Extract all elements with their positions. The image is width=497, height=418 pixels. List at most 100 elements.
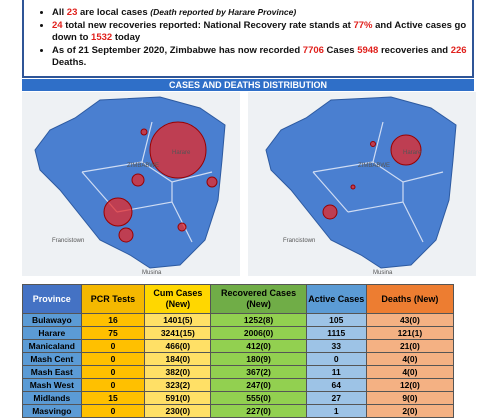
case-bubble [103, 197, 133, 227]
table-cell: 0 [80, 378, 146, 392]
table-cell: 180(9) [210, 352, 307, 366]
table-cell: 555(0) [210, 391, 307, 405]
table-cell: 184(0) [144, 352, 212, 366]
note: (Death reported by Harare Province) [150, 7, 297, 17]
header-cell: Deaths (New) [365, 284, 455, 314]
table-row: Mash East 0 382(0) 367(2) 11 4(0) [22, 365, 455, 379]
table-cell: 247(0) [210, 378, 307, 392]
summary-box: All 23 are local cases (Death reported b… [22, 0, 474, 78]
map: ZIMBABWE Francistown Harare Musina [22, 92, 240, 276]
highlight: 23 [66, 7, 78, 18]
city-label: Musina [142, 270, 162, 276]
table-cell: 367(2) [210, 365, 307, 379]
table-row: Masvingo 0 230(0) 227(0) 1 2(0) [22, 404, 455, 418]
header-cell: PCR Tests [80, 284, 146, 314]
text: are local cases [77, 7, 151, 18]
table-cell: 4(0) [365, 365, 455, 379]
table-cell: 27 [305, 391, 367, 405]
table-cell: Harare [22, 326, 82, 340]
section-banner: CASES AND DEATHS DISTRIBUTION [22, 79, 474, 91]
table-cell: 0 [80, 339, 146, 353]
table-row: Midlands 15 591(0) 555(0) 27 9(0) [22, 391, 455, 405]
header-cell: Province [22, 284, 82, 314]
table-cell: 230(0) [144, 404, 212, 418]
bullet: As of 21 September 2020, Zimbabwe has no… [52, 45, 472, 69]
table-cell: 21(0) [365, 339, 455, 353]
table-cell: 0 [305, 352, 367, 366]
text: recoveries and [378, 45, 451, 56]
country-label: ZIMBABWE [358, 163, 390, 169]
city-label: Francistown [52, 238, 84, 244]
city-label: Musina [373, 270, 393, 276]
highlight: 1532 [91, 32, 113, 43]
table-cell: 11 [305, 365, 367, 379]
text: today [112, 32, 141, 43]
table-cell: Manicaland [22, 339, 82, 353]
table-row: Mash West 0 323(2) 247(0) 64 12(0) [22, 378, 455, 392]
table-cell: 16 [80, 313, 146, 327]
highlight: 5948 [357, 45, 379, 56]
table-cell: Bulawayo [22, 313, 82, 327]
table-cell: 4(0) [365, 352, 455, 366]
city-label: Harare [172, 150, 191, 156]
province-borders [312, 121, 444, 243]
table-cell: 15 [80, 391, 146, 405]
table-cell: 1 [305, 404, 367, 418]
text: As of 21 September 2020, Zimbabwe has no… [52, 45, 303, 56]
table-body: Bulawayo 16 1401(5) 1252(8) 105 43(0) Harare 75… [22, 313, 455, 418]
table-cell: 3241(15) [144, 326, 212, 340]
table-cell: 33 [305, 339, 367, 353]
table-cell: 591(0) [144, 391, 212, 405]
table-cell: 323(2) [144, 378, 212, 392]
case-bubble [149, 121, 207, 179]
bullet: All 23 are local cases (Death reported b… [52, 6, 472, 19]
table-cell: 2(0) [365, 404, 455, 418]
death-bubble [322, 204, 338, 220]
table-cell: Mash Cent [22, 352, 82, 366]
table-cell: 9(0) [365, 391, 455, 405]
bullet: 24 total new recoveries reported: Nation… [52, 20, 472, 44]
header-cell: Active Cases [305, 284, 367, 314]
table-cell: 412(0) [210, 339, 307, 353]
case-bubble [177, 222, 187, 232]
table-cell: 1401(5) [144, 313, 212, 327]
table-cell: Mash West [22, 378, 82, 392]
death-bubble [350, 184, 356, 190]
province-table: Province PCR Tests Cum Cases (New) Recovere… [22, 284, 455, 418]
table-row: Bulawayo 16 1401(5) 1252(8) 105 43(0) [22, 313, 455, 327]
text: total new recoveries reported: National … [62, 20, 354, 31]
case-bubble [140, 128, 148, 136]
highlight: 24 [52, 20, 63, 31]
table-cell: 121(1) [365, 326, 455, 340]
table-cell: 227(0) [210, 404, 307, 418]
table-row: Mash Cent 0 184(0) 180(9) 0 4(0) [22, 352, 455, 366]
case-bubble [118, 227, 134, 243]
text: Cases [323, 45, 358, 56]
header-row: Province PCR Tests Cum Cases (New) Recovere… [22, 284, 455, 314]
death-bubble [390, 134, 422, 166]
text: and Active cases go down to [52, 20, 467, 43]
highlight: 77% [353, 20, 373, 31]
table-cell: 12(0) [365, 378, 455, 392]
table-cell: 382(0) [144, 365, 212, 379]
table-cell: 105 [305, 313, 367, 327]
table-cell: Mash East [22, 365, 82, 379]
table-cell: 43(0) [365, 313, 455, 327]
table-cell: 466(0) [144, 339, 212, 353]
case-bubble [206, 176, 218, 188]
table-cell: 0 [80, 365, 146, 379]
table-cell: 64 [305, 378, 367, 392]
table-cell: 2006(0) [210, 326, 307, 340]
highlight: 226 [450, 45, 467, 56]
death-bubble [370, 141, 376, 147]
text: All [52, 7, 67, 18]
bullet-list: All 23 are local cases (Death reported b… [24, 6, 472, 69]
table-cell: Midlands [22, 391, 82, 405]
header-cell: Cum Cases (New) [144, 284, 212, 314]
province-borders [81, 121, 213, 243]
table-cell: Masvingo [22, 404, 82, 418]
table-row: Manicaland 0 466(0) 412(0) 33 21(0) [22, 339, 455, 353]
table-row: Harare 75 3241(15) 2006(0) 1115 121(1) [22, 326, 455, 340]
table-cell: 75 [80, 326, 146, 340]
